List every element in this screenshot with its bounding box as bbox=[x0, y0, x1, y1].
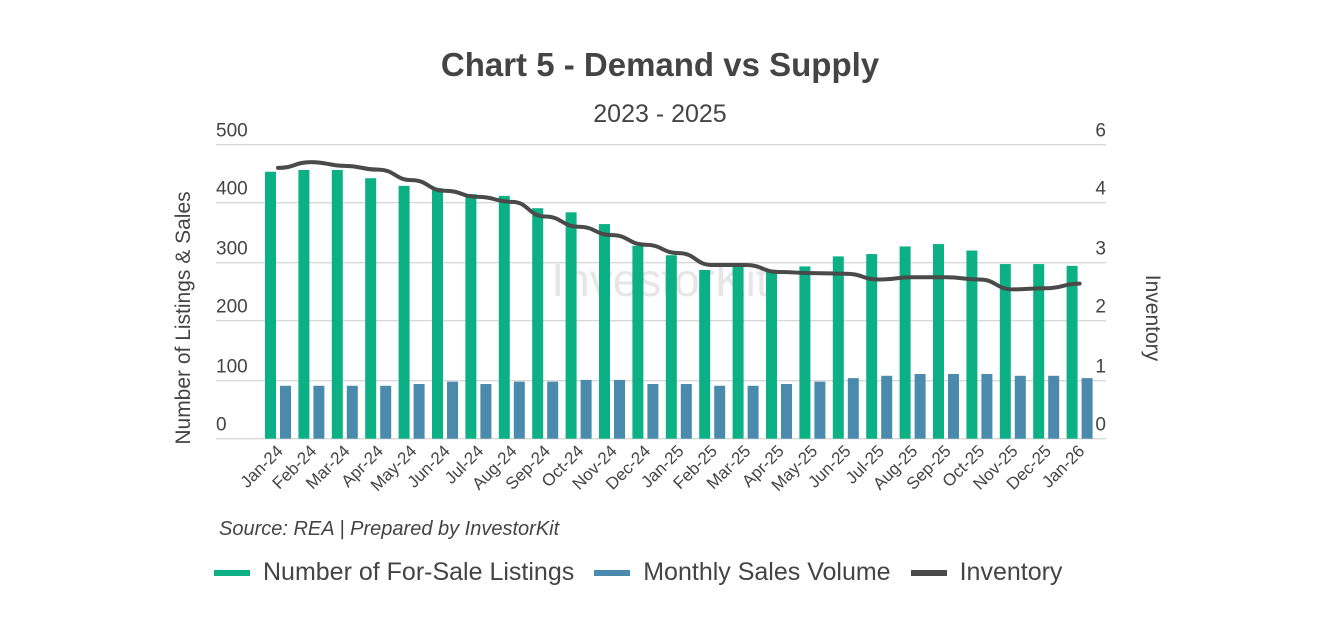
legend-swatch-sales bbox=[594, 569, 631, 576]
y-tick-label: 200 bbox=[216, 297, 248, 318]
legend-item-sales: Monthly Sales Volume bbox=[594, 558, 891, 587]
bar-sales bbox=[580, 379, 592, 439]
legend-label-listings: Number of For-Sale Listings bbox=[263, 558, 575, 586]
bar-sales bbox=[614, 379, 625, 439]
legend: Number of For-Sale Listings Monthly Sale… bbox=[214, 558, 1082, 587]
bar-sales bbox=[1014, 375, 1026, 439]
bar-sales bbox=[647, 384, 659, 439]
bar-listings bbox=[498, 195, 510, 439]
y2-tick-label: 3 bbox=[1095, 239, 1106, 260]
y2-tick-label: 6 bbox=[1095, 121, 1106, 142]
bar-listings bbox=[398, 185, 410, 439]
bar-sales bbox=[914, 374, 926, 439]
bar-listings bbox=[966, 250, 978, 439]
bar-sales bbox=[1048, 375, 1060, 439]
legend-swatch-listings bbox=[214, 569, 250, 576]
y-tick-label: 0 bbox=[216, 415, 227, 436]
y2-tick-label: 4 bbox=[1095, 179, 1106, 200]
chart-title: Chart 5 - Demand vs Supply bbox=[440, 46, 880, 83]
bar-listings bbox=[832, 256, 844, 439]
legend-item-listings: Number of For-Sale Listings bbox=[214, 558, 574, 587]
bar-sales bbox=[513, 381, 525, 439]
bar-sales bbox=[714, 385, 726, 439]
y-tick-label: 400 bbox=[216, 179, 248, 200]
bar-sales bbox=[981, 374, 993, 439]
bar-sales bbox=[480, 384, 492, 439]
bar-listings bbox=[665, 255, 677, 439]
bar-listings bbox=[298, 169, 310, 439]
bar-sales bbox=[781, 384, 792, 439]
bar-listings bbox=[432, 188, 443, 439]
bar-listings bbox=[899, 246, 911, 439]
bar-listings bbox=[999, 264, 1011, 439]
bar-listings bbox=[532, 208, 544, 439]
y-tick-label: 100 bbox=[216, 357, 248, 378]
bar-listings bbox=[866, 254, 878, 439]
y2-tick-label: 1 bbox=[1095, 357, 1106, 378]
bar-listings bbox=[565, 212, 577, 439]
bar-listings bbox=[465, 194, 477, 439]
bar-listings bbox=[799, 266, 811, 439]
bar-sales bbox=[346, 385, 358, 439]
bar-listings bbox=[1033, 264, 1045, 439]
bar-listings bbox=[699, 269, 711, 439]
bar-sales bbox=[948, 374, 959, 439]
y-axis-title: Number of Listings & Sales bbox=[172, 191, 195, 444]
legend-item-inventory: Inventory bbox=[910, 558, 1063, 587]
bar-sales bbox=[814, 381, 826, 439]
bar-listings bbox=[365, 178, 377, 439]
bar-listings bbox=[766, 269, 777, 439]
bar-listings bbox=[933, 244, 944, 439]
line-inventory bbox=[276, 160, 1082, 292]
source-note: Source: REA | Prepared by InvestorKit bbox=[219, 518, 560, 540]
bar-listings bbox=[732, 267, 744, 439]
bar-listings bbox=[265, 171, 276, 439]
bar-sales bbox=[1081, 378, 1093, 439]
bar-listings bbox=[331, 169, 343, 439]
bar-sales bbox=[847, 378, 859, 439]
bar-sales bbox=[447, 381, 458, 439]
legend-label-sales: Monthly Sales Volume bbox=[643, 558, 891, 586]
bar-sales bbox=[881, 375, 893, 439]
bar-sales bbox=[280, 385, 291, 439]
bar-listings bbox=[1066, 265, 1078, 439]
bar-sales bbox=[380, 385, 392, 439]
y2-axis-title: Inventory bbox=[1141, 275, 1164, 362]
y2-tick-label: 2 bbox=[1095, 297, 1106, 318]
y-tick-label: 500 bbox=[216, 121, 248, 142]
chart-subtitle: 2023 - 2025 bbox=[593, 100, 727, 128]
bar-sales bbox=[547, 381, 559, 439]
y-tick-label: 300 bbox=[216, 239, 248, 260]
bar-sales bbox=[413, 384, 425, 439]
legend-label-inventory: Inventory bbox=[959, 558, 1063, 586]
bar-sales bbox=[747, 385, 759, 439]
bar-listings bbox=[632, 245, 644, 439]
bar-sales bbox=[680, 384, 692, 439]
bar-listings bbox=[599, 224, 610, 439]
y2-tick-label: 0 bbox=[1095, 415, 1106, 436]
bar-sales bbox=[313, 385, 325, 439]
legend-swatch-inventory bbox=[910, 569, 947, 576]
